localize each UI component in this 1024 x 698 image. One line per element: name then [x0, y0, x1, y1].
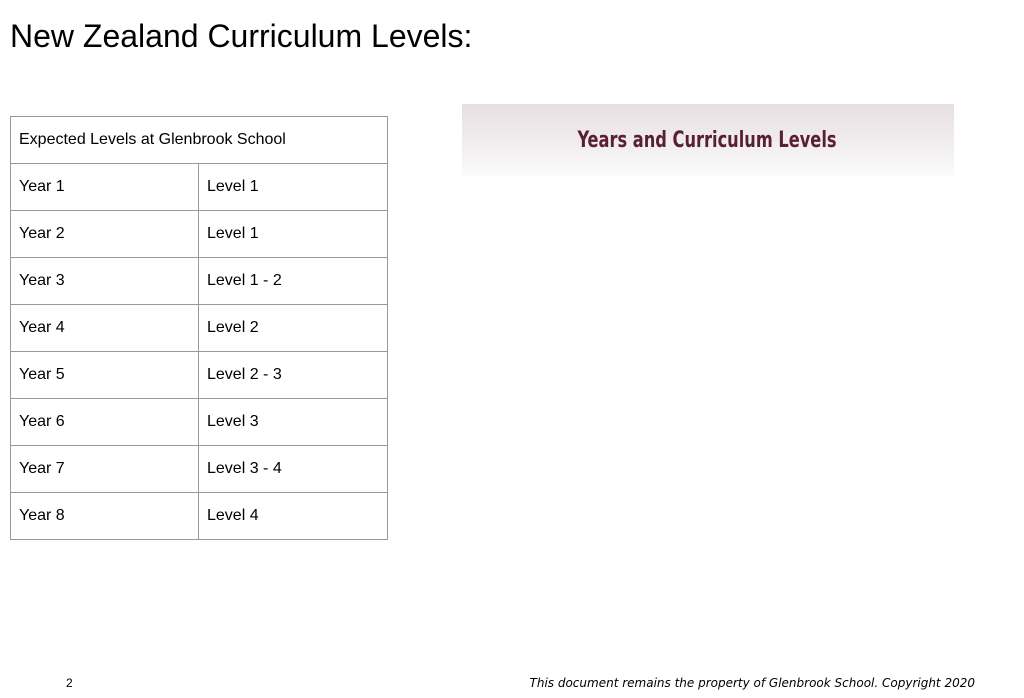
table-header-row: Expected Levels at Glenbrook School: [10, 116, 388, 164]
level-cell: Level 1: [198, 163, 388, 211]
year-cell: Year 6: [10, 398, 199, 446]
level-cell: Level 2 - 3: [198, 351, 388, 399]
table-row: Year 3 Level 1 - 2: [10, 257, 388, 305]
level-cell: Level 2: [198, 304, 388, 352]
figure-header: [462, 104, 954, 176]
year-cell: Year 2: [10, 210, 199, 258]
year-cell: Year 7: [10, 445, 199, 493]
table-row: Year 5 Level 2 - 3: [10, 351, 388, 399]
table-header: Expected Levels at Glenbrook School: [10, 116, 388, 164]
page-number: 2: [66, 676, 73, 690]
year-cell: Year 4: [10, 304, 199, 352]
table-row: Year 1 Level 1: [10, 163, 388, 211]
table-row: Year 2 Level 1: [10, 210, 388, 258]
year-cell: Year 1: [10, 163, 199, 211]
levels-table: Expected Levels at Glenbrook School Year…: [10, 116, 388, 540]
table-row: Year 7 Level 3 - 4: [10, 445, 388, 493]
level-cell: Level 1 - 2: [198, 257, 388, 305]
figure-title: Years and Curriculum Levels: [577, 126, 837, 152]
curriculum-figure: Years and Curriculum Levels: [462, 104, 954, 176]
year-cell: Year 8: [10, 492, 199, 540]
table-row: Year 6 Level 3: [10, 398, 388, 446]
level-cell: Level 3: [198, 398, 388, 446]
level-cell: Level 4: [198, 492, 388, 540]
table-row: Year 4 Level 2: [10, 304, 388, 352]
year-cell: Year 3: [10, 257, 199, 305]
page-title: New Zealand Curriculum Levels:: [10, 18, 473, 54]
table-body: Expected Levels at Glenbrook School Year…: [10, 116, 388, 540]
year-cell: Year 5: [10, 351, 199, 399]
level-cell: Level 1: [198, 210, 388, 258]
level-cell: Level 3 - 4: [198, 445, 388, 493]
copyright: This document remains the property of Gl…: [529, 676, 975, 690]
table-row: Year 8 Level 4: [10, 492, 388, 540]
